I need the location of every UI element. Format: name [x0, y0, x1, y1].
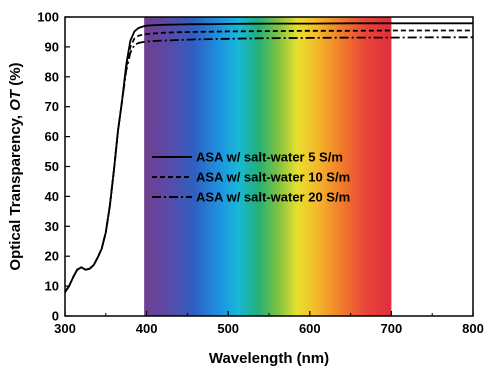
x-axis-title: Wavelength (nm): [209, 350, 329, 367]
legend-label-20sm: ASA w/ salt-water 20 S/m: [196, 190, 350, 205]
y-tick-label: 80: [45, 69, 59, 84]
y-axis-title-main: Optical Transparency,: [7, 111, 24, 271]
y-tick-label: 100: [37, 10, 59, 25]
x-axis-ticks: 300 400 500 600 700 800: [54, 311, 484, 336]
x-tick-label: 500: [217, 321, 239, 336]
visible-spectrum-band: [144, 17, 392, 316]
y-tick-label: 60: [45, 129, 59, 144]
series-group: [64, 22, 473, 293]
legend-label-10sm: ASA w/ salt-water 10 S/m: [196, 170, 350, 185]
series-line-2: [64, 36, 473, 293]
legend: ASA w/ salt-water 5 S/m ASA w/ salt-wate…: [152, 150, 350, 205]
y-tick-label: 40: [45, 189, 59, 204]
y-axis-ticks: 0 10 20 30 40 50 60 70 80 90 100: [37, 10, 70, 324]
x-tick-label: 300: [54, 321, 76, 336]
x-tick-label: 600: [299, 321, 321, 336]
y-axis-title-unit: (%): [7, 62, 24, 90]
x-tick-label: 800: [462, 321, 484, 336]
y-tick-label: 70: [45, 99, 59, 114]
y-tick-label: 0: [52, 309, 59, 324]
y-axis-title: Optical Transparency, OT (%): [7, 62, 24, 270]
y-tick-label: 30: [45, 219, 59, 234]
y-tick-label: 50: [45, 159, 59, 174]
y-tick-label: 10: [45, 279, 59, 294]
x-tick-label: 700: [381, 321, 403, 336]
y-tick-label: 20: [45, 249, 59, 264]
x-tick-label: 400: [136, 321, 158, 336]
y-axis-title-italic: OT: [7, 88, 24, 111]
y-tick-label: 90: [45, 39, 59, 54]
legend-label-5sm: ASA w/ salt-water 5 S/m: [196, 150, 343, 165]
